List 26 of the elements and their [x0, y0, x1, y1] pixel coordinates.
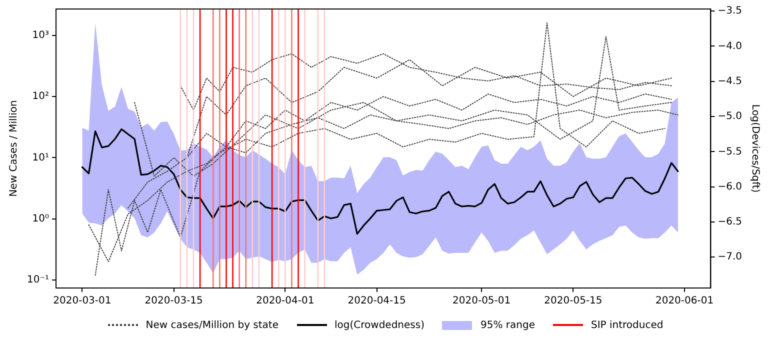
y-tick-label: 10² [32, 91, 50, 102]
x-tick-label: 2020-03-01 [53, 296, 112, 307]
x-tick-label: 2020-06-01 [655, 296, 714, 307]
y-tick-label: 10⁰ [32, 213, 50, 224]
x-tick-label: 2020-04-15 [348, 296, 406, 307]
y-tick-label: 10³ [32, 30, 50, 41]
y2-tick-label: −6.5 [718, 216, 742, 228]
y-tick-label: 10¹ [32, 152, 50, 164]
y2-tick-label: −4.0 [718, 40, 742, 52]
y2-axis-title: Log(Devices/Sqft) [749, 104, 760, 193]
y2-tick-label: −5.0 [718, 111, 742, 122]
x-tick-label: 2020-05-15 [544, 296, 602, 307]
y2-tick-label: −6.0 [718, 181, 742, 192]
x-tick-label: 2020-05-01 [452, 296, 511, 307]
y2-tick-label: −5.5 [718, 146, 742, 158]
legend-label: log(Crowdedness) [334, 320, 424, 330]
legend-label: New cases/Million by state [146, 320, 278, 330]
y2-tick-label: −4.5 [718, 76, 742, 87]
y2-tick-label: −3.5 [718, 6, 742, 17]
y2-tick-label: −7.0 [718, 252, 742, 263]
y-axis-title: New Cases / Million [8, 100, 20, 197]
legend-label: SIP introduced [590, 320, 664, 330]
text: 95% range [480, 320, 535, 330]
x-tick-label: 2020-04-01 [256, 296, 314, 307]
y-tick-label: 10⁻¹ [26, 274, 50, 286]
x-tick-label: 2020-03-15 [144, 296, 203, 307]
